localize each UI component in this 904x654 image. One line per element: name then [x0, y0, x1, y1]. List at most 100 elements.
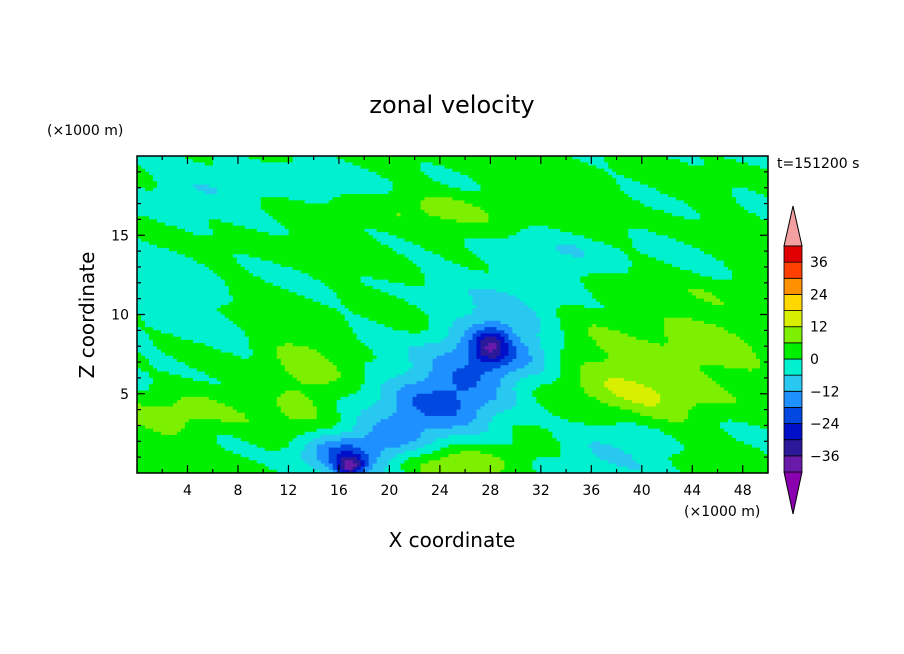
field-cell: [532, 206, 537, 211]
field-cell: [732, 216, 737, 220]
field-cell: [684, 209, 689, 214]
field-cell: [260, 181, 266, 186]
field-cell: [180, 219, 186, 224]
field-cell: [336, 254, 342, 259]
field-cell: [696, 168, 701, 173]
field-cell: [380, 254, 386, 259]
field-cell: [572, 235, 577, 240]
field-cell: [516, 171, 521, 176]
field-cell: [416, 168, 422, 173]
field-cell: [720, 209, 725, 214]
field-cell: [704, 156, 709, 160]
field-cell: [644, 213, 649, 217]
field-cell: [308, 184, 314, 189]
field-cell: [332, 194, 338, 198]
field-cell: [428, 175, 434, 179]
field-cell: [692, 178, 697, 182]
field-cell: [736, 156, 741, 160]
field-cell: [240, 159, 246, 163]
field-cell: [516, 197, 521, 201]
field-cell: [704, 203, 709, 208]
field-cell: [728, 190, 733, 195]
field-cell: [328, 178, 334, 182]
field-cell: [480, 209, 486, 214]
field-cell: [452, 247, 458, 252]
field-cell: [688, 247, 693, 252]
field-cell: [656, 235, 661, 240]
field-cell: [468, 187, 474, 192]
field-cell: [348, 187, 354, 192]
field-cell: [276, 232, 282, 236]
field-cell: [632, 178, 637, 182]
field-cell: [528, 206, 533, 211]
field-cell: [600, 244, 605, 249]
field-cell: [460, 235, 466, 240]
field-cell: [380, 175, 386, 179]
field-cell: [760, 209, 765, 214]
field-cell: [428, 216, 434, 220]
field-cell: [488, 232, 494, 236]
field-cell: [296, 241, 302, 246]
field-cell: [268, 187, 274, 192]
field-cell: [656, 222, 661, 227]
field-cell: [248, 171, 254, 176]
field-cell: [252, 216, 258, 220]
field-cell: [408, 175, 414, 179]
field-cell: [328, 181, 334, 186]
field-cell: [368, 254, 374, 259]
field-cell: [292, 235, 298, 240]
field-cell: [380, 209, 386, 214]
field-cell: [612, 178, 617, 182]
field-cell: [648, 213, 653, 217]
field-cell: [160, 213, 166, 217]
field-cell: [408, 225, 414, 230]
field-cell: [284, 200, 290, 205]
field-cell: [276, 175, 282, 179]
field-cell: [420, 190, 426, 195]
field-cell: [264, 184, 270, 189]
field-cell: [296, 206, 302, 211]
field-cell: [712, 251, 717, 255]
field-cell: [196, 181, 202, 186]
field-cell: [492, 244, 498, 249]
field-cell: [592, 175, 597, 179]
field-cell: [288, 156, 294, 160]
field-cell: [336, 190, 342, 195]
field-cell: [192, 187, 198, 192]
field-cell: [548, 200, 553, 205]
field-cell: [272, 178, 278, 182]
field-cell: [164, 216, 170, 220]
field-cell: [416, 216, 422, 220]
field-cell: [396, 238, 402, 243]
field-cell: [292, 206, 298, 211]
field-cell: [372, 244, 378, 249]
field-cell: [372, 175, 378, 179]
field-cell: [432, 228, 438, 233]
field-cell: [536, 216, 541, 220]
field-cell: [684, 165, 689, 170]
field-cell: [548, 175, 553, 179]
field-cell: [204, 165, 210, 170]
field-cell: [692, 190, 697, 195]
field-cell: [548, 168, 553, 173]
field-cell: [340, 238, 346, 243]
field-cell: [356, 238, 362, 243]
field-cell: [228, 209, 234, 214]
field-cell: [416, 213, 422, 217]
field-cell: [372, 241, 378, 246]
field-cell: [420, 244, 426, 249]
field-cell: [260, 175, 266, 179]
field-cell: [152, 200, 158, 205]
field-cell: [444, 206, 450, 211]
field-cell: [620, 244, 625, 249]
field-cell: [472, 206, 478, 211]
field-cell: [456, 190, 462, 195]
field-cell: [508, 247, 513, 252]
field-cell: [732, 159, 737, 163]
field-cell: [416, 197, 422, 201]
field-cell: [464, 216, 470, 220]
field-cell: [544, 171, 549, 176]
field-cell: [244, 178, 250, 182]
field-cell: [380, 200, 386, 205]
field-cell: [600, 194, 605, 198]
